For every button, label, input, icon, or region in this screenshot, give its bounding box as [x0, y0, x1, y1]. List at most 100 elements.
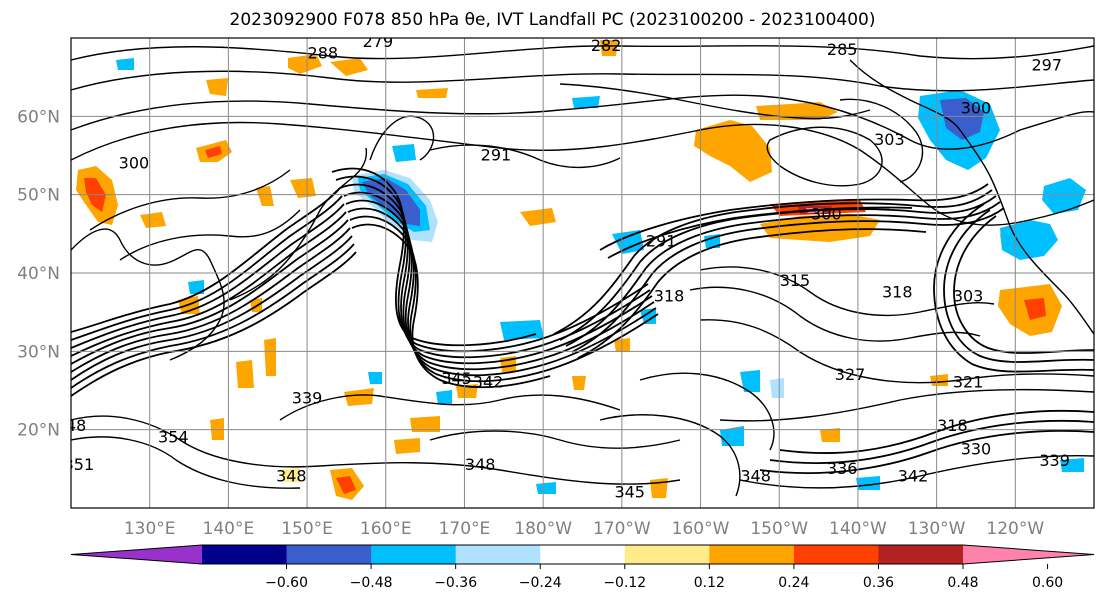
contour-label: 291	[481, 146, 512, 165]
shading-layer	[76, 40, 1086, 500]
shade-positive	[520, 208, 556, 226]
shade-positive	[140, 212, 166, 228]
colorbar-segment	[202, 545, 288, 564]
contour-line	[429, 430, 681, 449]
coastline	[71, 228, 225, 361]
contour-line	[71, 70, 1094, 92]
lon-tick-label: 140°E	[203, 519, 255, 539]
contour-label: 321	[953, 373, 984, 392]
contour-line	[766, 126, 883, 187]
shade-positive	[264, 338, 276, 376]
shade-positive	[280, 468, 300, 482]
contour-line	[607, 206, 913, 259]
contour-label: 348	[276, 467, 307, 486]
shade-negative	[1060, 458, 1084, 472]
contour-label: 315	[780, 271, 811, 290]
shade-negative	[770, 378, 784, 398]
shade-negative	[536, 482, 556, 494]
contour-line	[689, 286, 981, 342]
contour-line	[933, 203, 1094, 373]
lon-tick-label: 130°E	[124, 519, 176, 539]
contour-label: 348	[465, 455, 496, 474]
lon-tick-label: 150°E	[281, 519, 333, 539]
contour-label: 303	[953, 287, 984, 306]
lat-tick-label: 60°N	[17, 107, 60, 127]
contour-line	[739, 455, 1094, 489]
contour-label: 336	[827, 459, 858, 478]
coastline	[559, 83, 871, 120]
colorbar-segment	[371, 545, 457, 564]
colorbar-segment	[624, 545, 710, 564]
lon-tick-label: 170°E	[439, 519, 491, 539]
colorbar-tick-label: −0.36	[434, 575, 477, 591]
contour-label: 345	[614, 482, 645, 501]
shade-negative	[1042, 178, 1086, 214]
contour-line	[599, 183, 989, 251]
colorbar-outline	[70, 544, 1095, 565]
shade-positive	[290, 178, 316, 198]
shade-positive	[394, 438, 420, 454]
contour-line	[71, 219, 349, 365]
contour-line	[351, 223, 551, 389]
shade-positive	[410, 416, 440, 432]
contour-label: 297	[1032, 55, 1063, 74]
colorbar-segment	[793, 545, 879, 564]
shade-positive	[650, 478, 668, 498]
shade-negative	[1000, 220, 1058, 260]
contour-line	[119, 209, 301, 261]
contour-line	[347, 207, 657, 377]
contour-line	[71, 203, 345, 349]
colorbar-tick-label: 0.24	[778, 575, 809, 591]
contour-label: 282	[591, 36, 622, 55]
contour-line	[71, 195, 343, 341]
lon-tick-label: 160°W	[672, 519, 730, 539]
contour-line	[71, 45, 1094, 61]
lon-tick-label: 120°W	[986, 519, 1044, 539]
shade-positive	[288, 54, 322, 74]
shade-positive	[206, 78, 228, 96]
shade-negative	[116, 58, 134, 70]
shade-positive	[344, 388, 374, 406]
shade-positive	[694, 120, 772, 182]
coastline	[369, 115, 435, 161]
contour-line	[953, 215, 1094, 354]
contour-line	[331, 167, 537, 347]
contour-label: 330	[961, 439, 992, 458]
contour-label-layer: 288 279 282 285 291 300 303 300 297 291 300 318 315 3…	[71, 36, 1070, 501]
contour-line	[719, 388, 1094, 422]
colorbar-segment	[540, 545, 626, 564]
contour-label: 327	[835, 365, 866, 384]
contour-label: 342	[898, 467, 929, 486]
lon-tick-label: 140°W	[829, 519, 887, 539]
shade-positive	[236, 360, 254, 388]
colorbar-segment	[286, 545, 372, 564]
shade-negative	[368, 372, 382, 384]
contour-label: 339	[292, 388, 323, 407]
contour-label: 300	[119, 153, 150, 172]
shade-positive	[930, 374, 948, 386]
colorbar-extend-max	[963, 545, 1094, 564]
shade-negative	[392, 144, 416, 162]
contour-line	[71, 211, 347, 357]
map-frame	[70, 37, 1095, 509]
lon-tick-label: 170°W	[593, 519, 651, 539]
contour-label: 342	[473, 373, 504, 392]
contour-line	[599, 414, 741, 497]
map-content: 288 279 282 285 291 300 303 300 297 291 300 318 315 3…	[71, 36, 1094, 508]
contour-label: 300	[961, 99, 992, 118]
colorbar-tick-label: −0.24	[519, 575, 562, 591]
shade-negative	[940, 98, 984, 140]
contour-label: 291	[646, 232, 677, 251]
contour-label: 318	[654, 287, 685, 306]
shade-positive	[820, 428, 840, 442]
shade-negative	[612, 230, 644, 254]
colorbar-tick-label: 0.60	[1032, 575, 1063, 591]
colorbar-tick-label: −0.60	[265, 575, 308, 591]
lon-tick-label: 150°W	[750, 519, 808, 539]
contour-line	[699, 266, 995, 317]
shade-negative	[436, 390, 452, 404]
contour-line	[553, 189, 993, 335]
contour-line	[759, 429, 1094, 474]
shade-positive	[600, 40, 618, 56]
colorbar-tick-label: −0.48	[350, 575, 393, 591]
